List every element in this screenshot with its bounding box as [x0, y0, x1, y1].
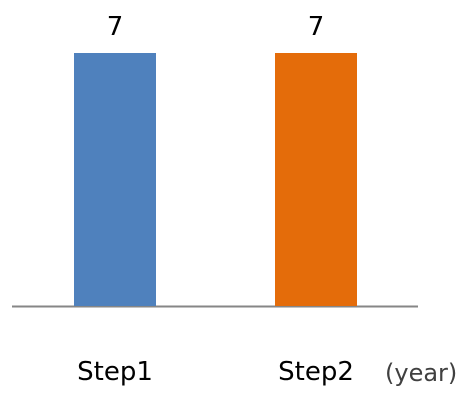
category-label-step2: Step2	[278, 357, 354, 387]
data-label-step2: 7	[308, 12, 325, 42]
data-label-step1: 7	[107, 12, 124, 42]
bar-step1	[74, 53, 156, 306]
bars-layer	[74, 53, 357, 306]
category-label-step1: Step1	[77, 357, 153, 387]
labels-layer: 7 Step1 7 Step2	[77, 12, 354, 387]
bar-step2	[275, 53, 357, 306]
x-axis-unit-label: (year)	[385, 359, 458, 387]
